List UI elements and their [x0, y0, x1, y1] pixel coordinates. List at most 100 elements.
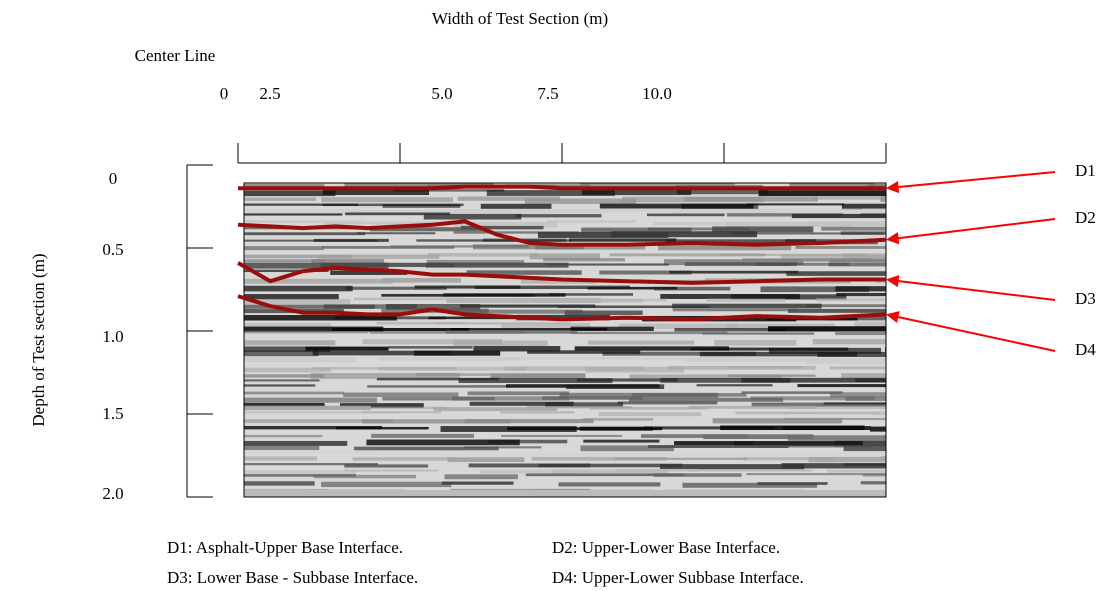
radar-band [660, 294, 800, 299]
radar-band [330, 270, 408, 275]
radar-band [829, 366, 886, 370]
radar-band [367, 385, 510, 388]
radar-band [385, 303, 481, 310]
radar-band [244, 379, 320, 382]
radar-band [244, 278, 393, 284]
radar-band [457, 196, 561, 201]
radar-band [244, 350, 319, 357]
radar-band [751, 402, 886, 407]
radar-band [653, 221, 749, 226]
radar-band [760, 286, 870, 293]
radar-band [880, 196, 886, 202]
radar-band [244, 315, 397, 321]
y-tick-label: 1.0 [102, 327, 123, 346]
radar-band [479, 469, 572, 474]
radar-band [382, 204, 461, 208]
x-axis-title: Width of Test Section (m) [432, 9, 608, 28]
radar-band [244, 346, 331, 352]
y-tick-label: 0 [109, 169, 118, 188]
radar-band [377, 357, 520, 361]
radar-band [473, 346, 561, 352]
arrow [895, 279, 1056, 301]
radar-band [537, 232, 669, 238]
radar-band [244, 262, 389, 269]
radar-band [323, 304, 417, 309]
radar-band [472, 244, 584, 250]
radar-band [826, 469, 886, 473]
radar-band [452, 396, 570, 401]
radar-band [244, 456, 318, 461]
radar-band [453, 231, 580, 234]
radar-band [543, 258, 625, 262]
radar-band [746, 473, 886, 476]
radar-band [611, 231, 758, 238]
radar-band [388, 346, 473, 349]
radar-band [688, 405, 816, 409]
radar-band [244, 367, 332, 373]
radar-band [843, 446, 886, 452]
radar-band [451, 328, 608, 331]
radar-base [244, 490, 886, 497]
radar-band [587, 286, 678, 290]
radar-band [823, 402, 886, 405]
radar-band [781, 463, 886, 469]
radar-band [619, 323, 738, 329]
radar-band [311, 259, 385, 264]
y-tick-label: 2.0 [102, 484, 123, 503]
radar-band [576, 378, 678, 382]
radar-band [589, 407, 708, 410]
radar-band [529, 253, 600, 260]
radar-band [581, 189, 692, 196]
arrow [895, 218, 1056, 240]
radar-band [500, 411, 575, 414]
radar-band [598, 412, 702, 417]
radar-band [244, 405, 371, 411]
radar-band [741, 452, 816, 456]
radar-band [674, 328, 787, 332]
radar-band [244, 470, 357, 475]
radar-band [376, 377, 500, 381]
radar-band [714, 339, 797, 346]
radar-band [244, 259, 325, 263]
radar-band [317, 254, 440, 259]
radar-band [313, 474, 416, 479]
radar-band [816, 298, 886, 302]
radar-band [567, 209, 678, 212]
radar-band [564, 310, 643, 316]
radar-band [458, 378, 613, 383]
radar-band [643, 426, 775, 430]
radar-band [628, 397, 784, 402]
radar-band [580, 183, 735, 189]
radar-band [244, 208, 359, 215]
radar-band [376, 321, 467, 325]
series-label: D4 [1075, 340, 1096, 359]
radar-band [444, 474, 518, 480]
radar-band [760, 444, 872, 448]
radar-band [321, 197, 453, 203]
radar-band [535, 245, 646, 250]
radar-band [497, 357, 632, 360]
radar-band [841, 373, 886, 379]
radar-band [829, 258, 886, 263]
arrow-head [886, 311, 900, 324]
radar-band [782, 426, 871, 430]
radar-band [318, 406, 446, 410]
radargram [244, 183, 886, 497]
radar-band [486, 190, 615, 196]
radar-band [244, 411, 398, 414]
radar-band [529, 452, 680, 458]
radar-band [842, 253, 886, 260]
x-tick-label: 2.5 [259, 84, 280, 103]
radar-band [868, 184, 886, 187]
radar-band [545, 402, 624, 407]
radar-band [382, 278, 461, 283]
radar-band [504, 366, 644, 371]
radar-band [843, 463, 886, 466]
radar-band [681, 203, 759, 210]
radar-band [781, 254, 886, 260]
interface-line [238, 184, 886, 191]
annotation: Center Line [135, 46, 216, 65]
radar-band [836, 292, 886, 297]
radar-band [574, 346, 729, 351]
